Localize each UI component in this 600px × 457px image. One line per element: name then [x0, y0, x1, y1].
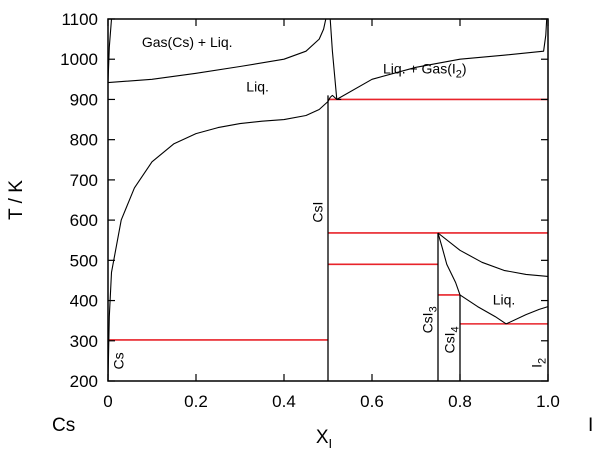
- region-label-text: Gas(Cs) + Liq.: [142, 34, 233, 50]
- phase-label-3: CsI4: [441, 326, 461, 353]
- compound-lines: [327, 95, 461, 381]
- phase-boundary-0: [107, 94, 342, 382]
- region-label-suffix: ): [462, 60, 467, 76]
- y-tick-label: 800: [70, 131, 98, 150]
- phase-boundary-5: [437, 232, 549, 277]
- phase-label-0: Cs: [110, 352, 126, 369]
- region-label-text: Liq. + Gas(: [383, 60, 452, 76]
- x-tick-label: 0.8: [448, 392, 472, 411]
- phase-label-sub: 4: [449, 326, 461, 332]
- region-label-sub-base: I: [452, 60, 456, 76]
- x-tick-labels: 0 0.2 0.4 0.6 0.8 1.0: [103, 392, 560, 411]
- region-label-sub: 2: [456, 68, 462, 80]
- phase-label-base: I: [528, 364, 544, 368]
- y-tick-label: 300: [70, 332, 98, 351]
- x-tick-label: 0: [103, 392, 112, 411]
- x-tick-label: 0.4: [272, 392, 296, 411]
- phase-label-sub: 2: [536, 358, 548, 364]
- x-axis-title: XI: [316, 427, 332, 451]
- y-tick-label: 1000: [60, 50, 98, 69]
- y-tick-label: 500: [70, 251, 98, 270]
- y-tick-labels: 200 300 400 500 600 700 800 900 1000 1100: [60, 10, 98, 391]
- phase-boundary-4: [336, 18, 548, 100]
- x-tick-label: 1.0: [536, 392, 560, 411]
- phase-label-base: Cs: [110, 352, 126, 369]
- region-label-1: Liq.: [246, 78, 269, 94]
- phase-label-1: CsI: [310, 202, 326, 223]
- axis-ticks: [107, 18, 549, 382]
- left-endpoint-label: Cs: [52, 415, 75, 436]
- y-tick-label: 1100: [61, 10, 98, 29]
- phase-label-sub: 3: [427, 306, 439, 312]
- phase-boundary-6: [437, 232, 507, 325]
- phase-boundary-1: [107, 18, 327, 84]
- phase-label-base: CsI: [419, 312, 435, 333]
- region-labels: Gas(Cs) + Liq. Liq. Liq. + Gas(I2) Liq.: [142, 34, 515, 307]
- right-endpoint-label: I: [588, 415, 593, 436]
- y-axis-title: T / K: [6, 180, 27, 220]
- region-label-3: Liq.: [493, 292, 516, 308]
- region-label-text: Liq.: [493, 292, 516, 308]
- region-label-text: Liq.: [246, 78, 269, 94]
- phase-label-base: CsI: [310, 202, 326, 223]
- region-label-2: Liq. + Gas(I2): [383, 60, 467, 80]
- y-tick-label: 200: [70, 372, 98, 391]
- y-tick-label: 700: [70, 171, 98, 190]
- phase-label-4: I2: [528, 358, 548, 368]
- phase-boundary-3: [329, 18, 338, 100]
- phase-label-base: CsI: [441, 333, 457, 354]
- phase-label-2: CsI3: [419, 306, 439, 333]
- x-tick-label: 0.6: [360, 392, 384, 411]
- x-axis-title-sub: I: [329, 436, 333, 451]
- x-axis-title-base: X: [316, 427, 329, 448]
- y-tick-label: 900: [70, 90, 98, 109]
- x-tick-label: 0.2: [184, 392, 208, 411]
- region-label-0: Gas(Cs) + Liq.: [142, 34, 233, 50]
- plot-frame: [107, 18, 549, 382]
- phase-boundary-7: [505, 306, 549, 325]
- y-tick-label: 600: [70, 211, 98, 230]
- y-tick-label: 400: [70, 292, 98, 311]
